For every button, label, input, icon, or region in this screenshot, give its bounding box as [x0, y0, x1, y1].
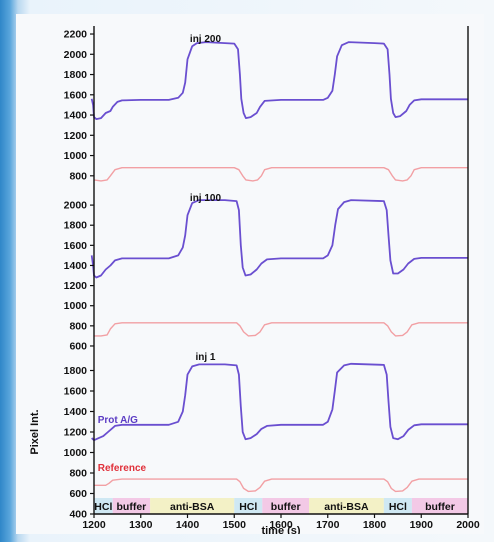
panel-titles: inj 200 inj 100 inj 1 Prot A/G Reference	[98, 34, 222, 474]
y-tick-label: 1400	[64, 110, 88, 122]
y-tick-label: 1200	[64, 280, 88, 292]
y-tick-label: 1000	[64, 150, 88, 162]
y-tick-label: 1200	[64, 427, 88, 439]
segment-label-buffer-7: buffer	[425, 501, 455, 513]
segment-band-buffer-7	[411, 498, 468, 514]
y-tick-label: 1600	[64, 386, 88, 398]
segment-band-antibsa-2	[150, 498, 235, 514]
y-tick-label: 2200	[64, 29, 88, 41]
y-tick-label: 2000	[64, 200, 88, 212]
series-lines	[90, 41, 468, 493]
figure-frame: HCl buffer anti-BSA HCl buffer anti-BSA HCl buf…	[16, 14, 484, 534]
segment-label-hcl-0: HCl	[94, 501, 112, 513]
y-tick-label: 1800	[64, 69, 88, 81]
series-line-prot-1	[90, 199, 468, 279]
segment-band-buffer-4	[262, 498, 310, 514]
segment-label-hcl-6: HCl	[389, 501, 407, 513]
x-tick-label: 1400	[176, 519, 200, 531]
segment-label-antibsa-5: anti-BSA	[324, 501, 369, 513]
y-tick-label: 1800	[64, 365, 88, 377]
y-tick-label: 1000	[64, 447, 88, 459]
segment-band-hcl-3	[234, 498, 263, 514]
panel-title-0: inj 200	[190, 34, 222, 45]
y-tick-label: 1600	[64, 89, 88, 101]
series-line-prot-0	[90, 41, 468, 120]
series-label-prot: Prot A/G	[98, 415, 138, 426]
series-label-ref: Reference	[98, 463, 147, 474]
y-tick-label: 400	[69, 509, 87, 521]
y-tick-label: 1800	[64, 220, 88, 232]
x-tick-label: 1600	[269, 519, 293, 531]
y-axis-title: Pixel Int.	[29, 409, 41, 454]
tick-marks	[90, 33, 469, 518]
y-tick-label: 1200	[64, 130, 88, 142]
y-tick-label: 800	[69, 320, 87, 332]
x-tick-label: 1900	[410, 519, 434, 531]
y-tick-label: 800	[69, 170, 87, 182]
x-tick-label: 1500	[223, 519, 247, 531]
panel-title-2: inj 1	[195, 352, 215, 363]
segment-label-buffer-1: buffer	[117, 501, 147, 513]
segment-band-hcl-0	[94, 498, 113, 514]
segment-bands: HCl buffer anti-BSA HCl buffer anti-BSA HCl buf…	[94, 498, 468, 514]
x-tick-label: 1300	[129, 519, 153, 531]
segment-band-buffer-1	[112, 498, 151, 514]
panel-title-1: inj 100	[190, 193, 222, 204]
x-axis-title: time (s)	[261, 525, 300, 534]
x-tick-label: 1800	[363, 519, 387, 531]
y-tick-label: 1400	[64, 406, 88, 418]
y-tick-label: 600	[69, 340, 87, 352]
sensorgram-chart: HCl buffer anti-BSA HCl buffer anti-BSA HCl buf…	[29, 26, 480, 534]
segment-label-antibsa-2: anti-BSA	[170, 501, 215, 513]
y-tick-label: 800	[69, 468, 87, 480]
x-tick-label: 2000	[456, 519, 480, 531]
series-line-ref-1	[94, 322, 468, 337]
x-tick-label: 1700	[316, 519, 340, 531]
y-tick-label: 1400	[64, 260, 88, 272]
y-tick-label: 2000	[64, 49, 88, 61]
y-tick-label: 1600	[64, 240, 88, 252]
segment-label-buffer-4: buffer	[271, 501, 301, 513]
series-line-ref-0	[93, 167, 468, 182]
y-tick-label: 1000	[64, 300, 88, 312]
series-line-ref-2	[94, 478, 468, 493]
y-tick-label: 600	[69, 488, 87, 500]
series-line-prot-2	[91, 362, 468, 442]
segment-label-hcl-3: HCl	[239, 501, 257, 513]
x-tick-label: 1200	[82, 519, 106, 531]
segment-band-antibsa-5	[309, 498, 384, 514]
tick-labels: 800 1000 1200 1400 1600 1800 2000 2200 600 800 100…	[64, 29, 480, 531]
segment-band-hcl-6	[383, 498, 412, 514]
